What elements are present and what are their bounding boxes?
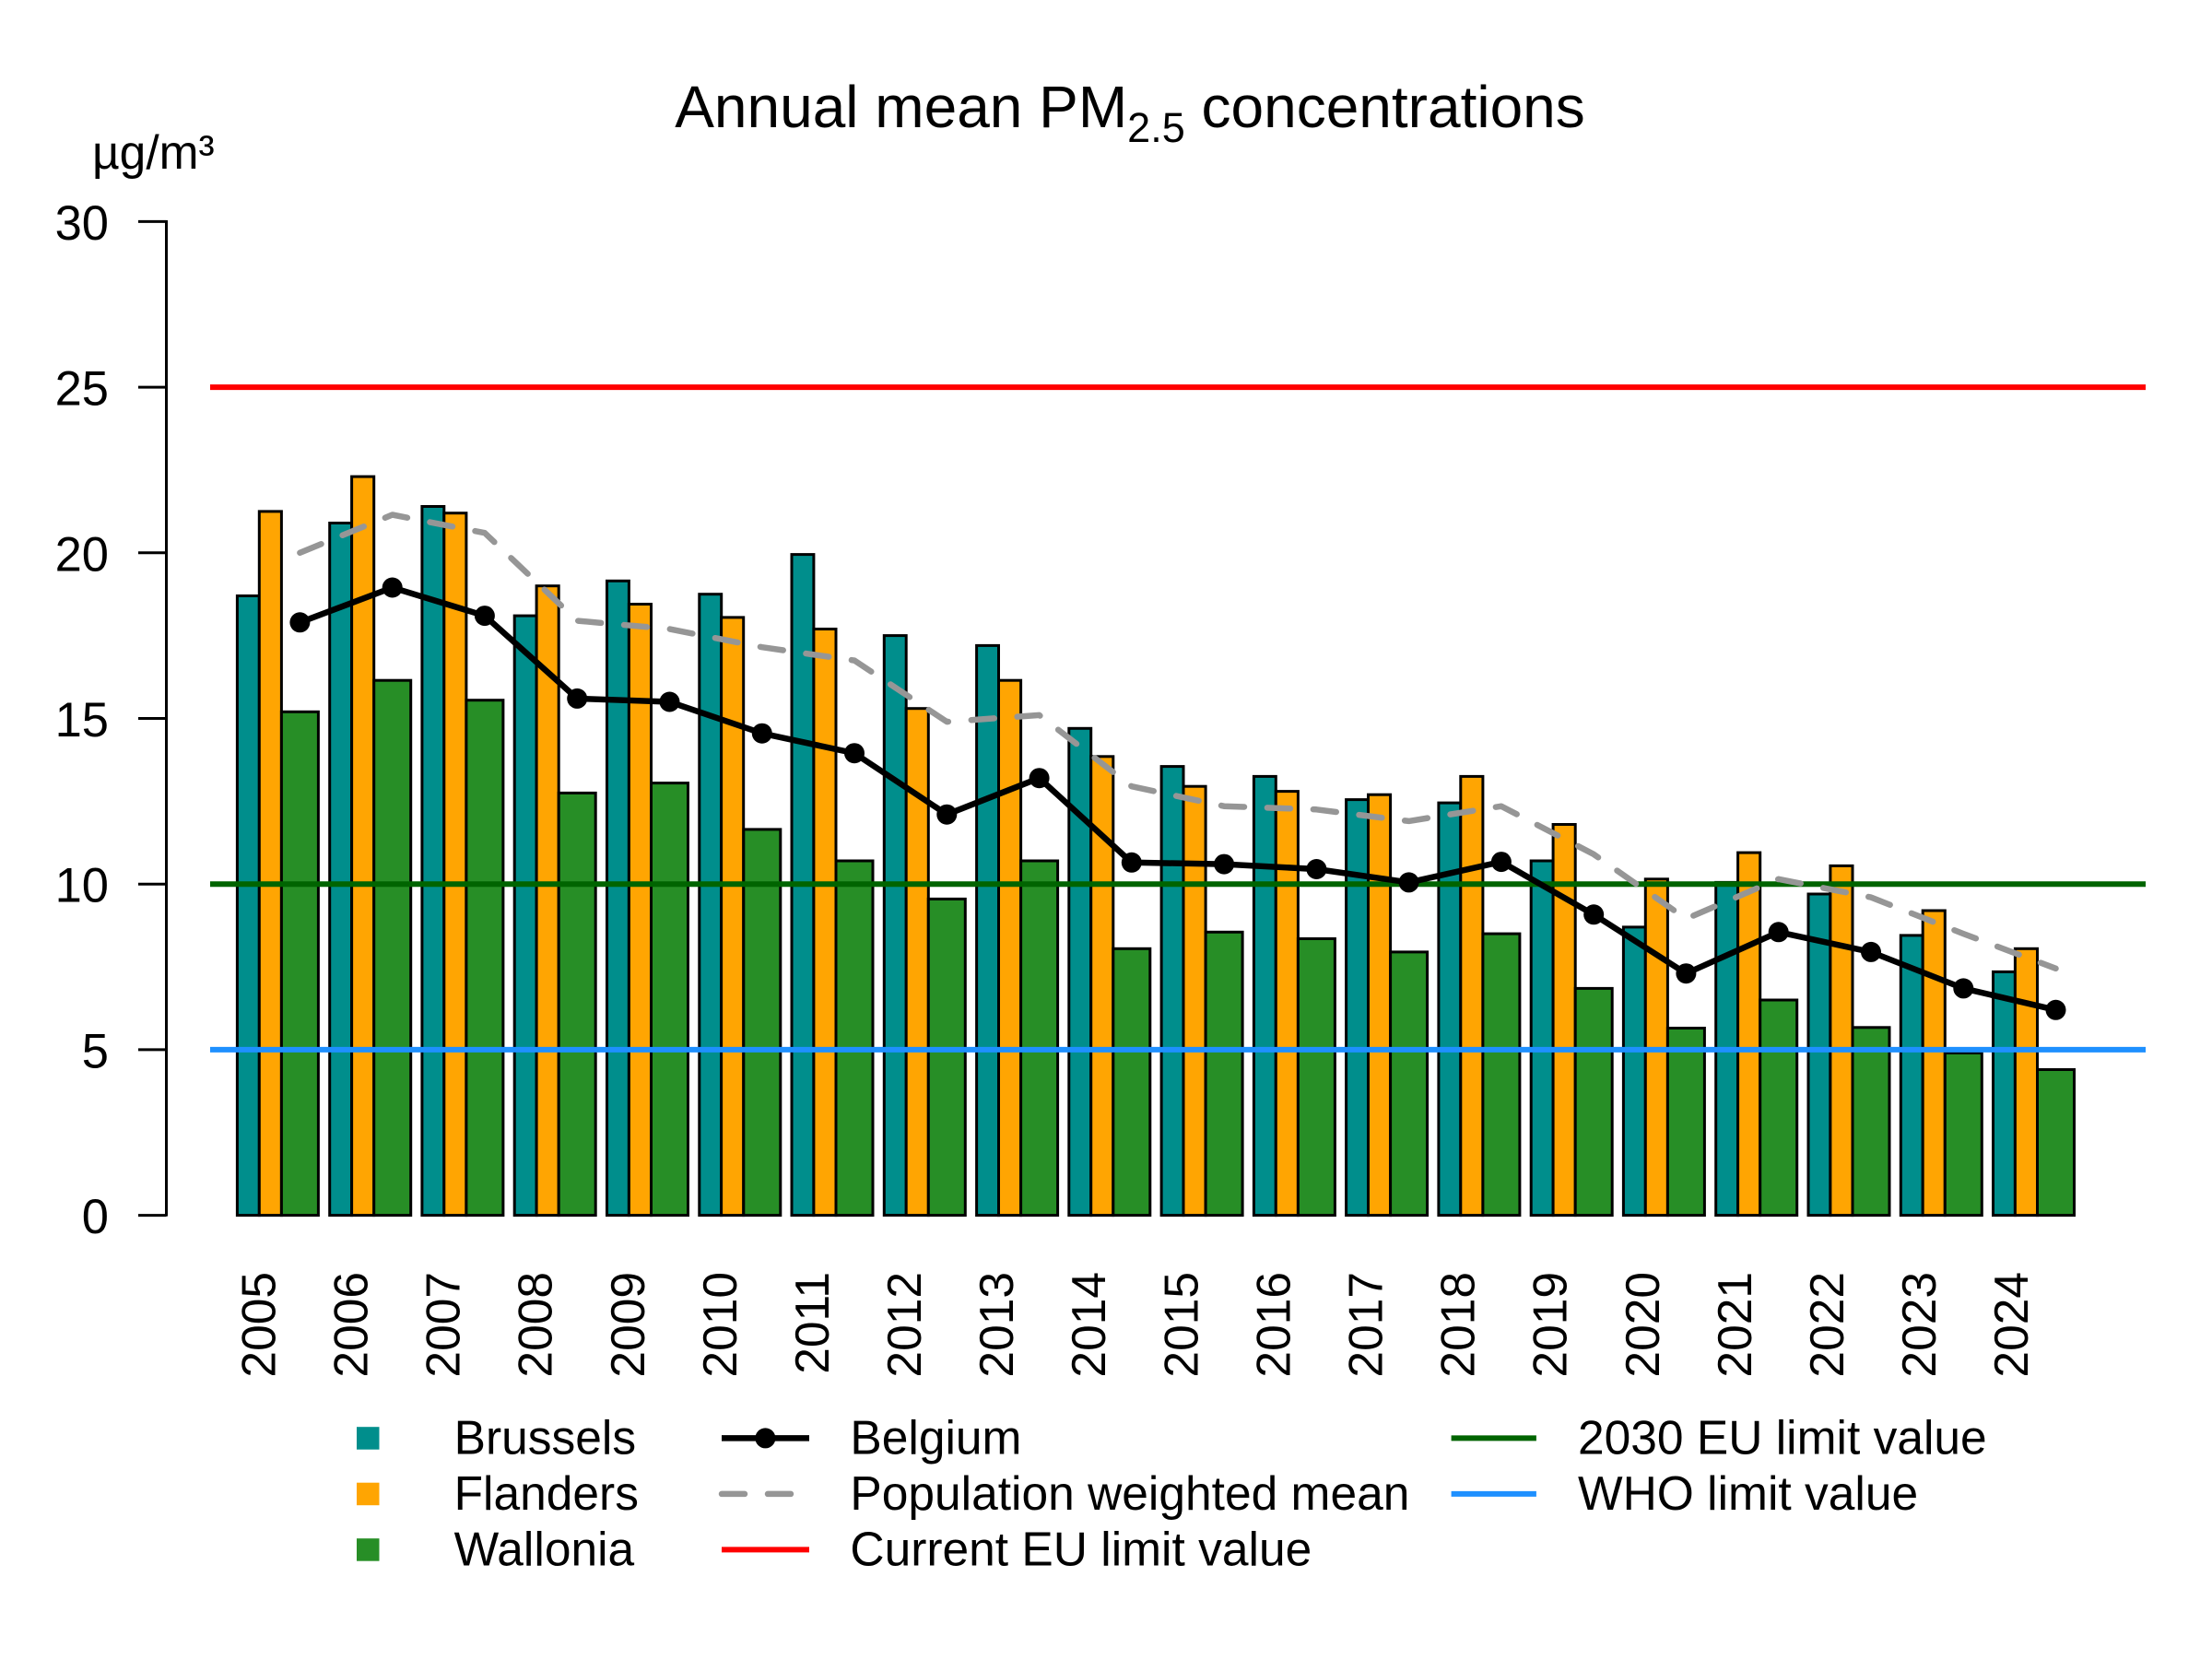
- svg-text:2008: 2008: [509, 1272, 562, 1378]
- svg-text:2022: 2022: [1800, 1272, 1853, 1378]
- svg-text:2012: 2012: [877, 1272, 931, 1378]
- svg-text:2030 EU limit value: 2030 EU limit value: [1578, 1411, 1987, 1465]
- svg-text:Brussels: Brussels: [454, 1411, 636, 1465]
- svg-text:2024: 2024: [1984, 1272, 2038, 1378]
- svg-text:2015: 2015: [1154, 1272, 1207, 1378]
- svg-text:25: 25: [55, 362, 109, 417]
- svg-text:15: 15: [55, 693, 109, 747]
- svg-text:2020: 2020: [1616, 1272, 1669, 1378]
- svg-text:2023: 2023: [1892, 1272, 1946, 1378]
- svg-text:2007: 2007: [417, 1272, 470, 1378]
- svg-text:WHO limit value: WHO limit value: [1578, 1466, 1918, 1520]
- svg-text:2016: 2016: [1246, 1272, 1300, 1378]
- svg-text:2005: 2005: [231, 1272, 285, 1378]
- svg-text:5: 5: [82, 1024, 109, 1078]
- svg-text:2018: 2018: [1431, 1272, 1485, 1378]
- svg-text:30: 30: [55, 196, 109, 251]
- svg-text:2010: 2010: [693, 1272, 747, 1378]
- svg-text:2013: 2013: [970, 1272, 1023, 1378]
- svg-text:Population weighted mean: Population weighted mean: [850, 1466, 1409, 1520]
- svg-text:2019: 2019: [1524, 1272, 1577, 1378]
- svg-text:20: 20: [55, 527, 109, 582]
- svg-text:0: 0: [82, 1190, 109, 1244]
- svg-text:2017: 2017: [1339, 1272, 1393, 1378]
- svg-text:Flanders: Flanders: [454, 1466, 639, 1520]
- svg-text:2006: 2006: [324, 1272, 378, 1378]
- svg-text:Belgium: Belgium: [850, 1411, 1021, 1465]
- svg-text:Wallonia: Wallonia: [454, 1523, 635, 1576]
- svg-text:10: 10: [55, 859, 109, 913]
- svg-text:2009: 2009: [601, 1272, 654, 1378]
- svg-text:2014: 2014: [1062, 1272, 1115, 1378]
- svg-text:2011: 2011: [785, 1272, 839, 1374]
- svg-text:µg/m³: µg/m³: [92, 125, 215, 179]
- svg-text:Current EU limit value: Current EU limit value: [850, 1523, 1312, 1576]
- svg-text:2021: 2021: [1708, 1272, 1761, 1378]
